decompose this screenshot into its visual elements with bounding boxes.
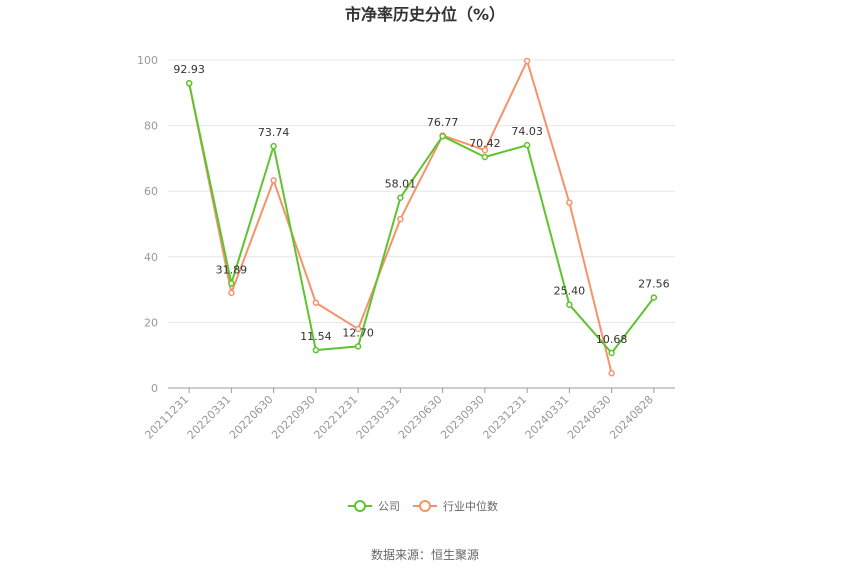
x-tick-label: 20240331 [523, 393, 572, 442]
series-point-1 [566, 199, 573, 206]
data-label: 10.68 [596, 333, 628, 346]
series-point-0 [397, 194, 404, 201]
series-point-1 [608, 369, 615, 377]
series-point-0 [566, 301, 573, 308]
x-tick-label: 20221231 [311, 393, 360, 442]
x-tick-label: 20240828 [607, 393, 656, 442]
data-label: 74.03 [511, 125, 543, 138]
series-point-0 [608, 349, 615, 357]
y-tick-label: 0 [151, 382, 158, 395]
x-tick-label: 20220930 [269, 393, 318, 442]
data-label: 11.54 [300, 330, 332, 343]
series-point-0 [481, 153, 489, 161]
legend[interactable]: 公司 行业中位数 [348, 499, 498, 513]
series-point-1 [270, 177, 277, 184]
data-labels: 92.93 31.89 73.74 11.54 12.70 58.01 76.77 70.42… [173, 63, 669, 346]
data-label: 12.70 [342, 326, 374, 339]
x-tick-label: 20230331 [354, 393, 403, 442]
series-point-1 [228, 289, 235, 297]
data-label: 27.56 [638, 278, 670, 291]
legend-company-label: 公司 [378, 500, 400, 513]
data-label: 76.77 [427, 116, 459, 129]
y-tick-label: 40 [144, 251, 158, 264]
series-line-0 [188, 82, 655, 354]
series-point-0 [270, 142, 277, 150]
data-source: 数据来源：恒生聚源 [371, 547, 479, 562]
x-tick-label: 20211231 [142, 393, 191, 442]
series-point-1 [481, 146, 489, 154]
y-tick-label: 100 [137, 54, 158, 67]
data-label: 25.40 [554, 285, 586, 298]
series-point-0 [439, 132, 446, 140]
series-point-1 [523, 57, 531, 65]
legend-industry-label: 行业中位数 [443, 499, 498, 513]
series-point-0 [185, 79, 193, 87]
series-point-0 [650, 294, 658, 301]
grid [168, 59, 675, 323]
x-tick-label: 20230630 [396, 393, 445, 442]
data-label: 92.93 [173, 63, 205, 76]
x-tick-label: 20240630 [565, 393, 614, 442]
x-tick-label: 20220630 [227, 393, 276, 442]
series-point-1 [397, 215, 404, 223]
data-label: 70.42 [469, 137, 501, 150]
chart-title: 市净率历史分位（%） [345, 5, 505, 24]
series-point-0 [523, 141, 531, 149]
series-point-0 [354, 343, 362, 350]
y-tick-label: 80 [144, 120, 158, 133]
y-tick-label: 60 [144, 185, 158, 198]
x-tick-label: 20220331 [185, 393, 234, 442]
x-tick-label: 20230930 [438, 393, 487, 442]
legend-item-industry-median[interactable]: 行业中位数 [413, 499, 498, 513]
series-layer [185, 57, 658, 377]
legend-company-marker [354, 500, 366, 512]
x-tick-label: 20231231 [480, 393, 529, 442]
data-label: 58.01 [385, 178, 417, 191]
legend-industry-marker [419, 500, 431, 512]
series-point-0 [312, 346, 320, 354]
axes: 0204060801002021123120220331202206302022… [137, 54, 675, 442]
data-label: 31.89 [216, 263, 248, 276]
series-point-0 [228, 280, 235, 287]
y-tick-label: 20 [144, 316, 158, 329]
data-label: 73.74 [258, 126, 290, 139]
legend-item-company[interactable]: 公司 [348, 500, 400, 513]
series-point-1 [354, 325, 362, 333]
series-point-1 [312, 299, 320, 306]
